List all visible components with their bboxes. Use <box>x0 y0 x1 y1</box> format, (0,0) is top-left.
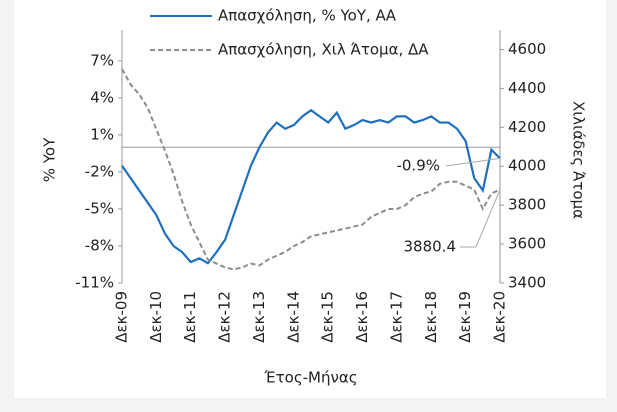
legend-label: Απασχόληση, % YoY, ΑΑ <box>218 7 397 25</box>
x-tick-label: Δεκ-16 <box>353 291 371 343</box>
x-tick-label: Δεκ-09 <box>113 291 131 343</box>
x-tick-label: Δεκ-17 <box>387 291 405 343</box>
y2-tick-label: 4400 <box>508 79 546 97</box>
y-tick-label: 1% <box>90 125 114 143</box>
x-tick-label: Δεκ-18 <box>422 291 440 343</box>
x-tick-label: Δεκ-20 <box>491 291 509 343</box>
x-tick-label: Δεκ-12 <box>216 291 234 343</box>
x-tick-label: Δεκ-13 <box>250 291 268 343</box>
y2-tick-label: 3600 <box>508 235 546 253</box>
y-tick-label: -2% <box>85 162 114 180</box>
x-tick-label: Δεκ-19 <box>456 291 474 343</box>
legend-label: Απασχόληση, Χιλ Άτομα, ΔΑ <box>218 41 429 59</box>
y2-tick-label: 3400 <box>508 274 546 292</box>
x-tick-label: Δεκ-10 <box>147 291 165 343</box>
annotation-leader <box>445 157 501 167</box>
series-line <box>121 108 501 265</box>
y-tick-label: 4% <box>90 88 114 106</box>
y2-tick-label: 4600 <box>508 40 546 58</box>
y2-tick-label: 3800 <box>508 196 546 214</box>
x-tick-label: Δεκ-11 <box>181 291 199 343</box>
y2-axis-label: Χιλιάδες Άτομα <box>570 101 588 219</box>
y-tick-label: -11% <box>75 274 114 292</box>
y-axis-label: % YoY <box>41 137 59 182</box>
annotation: 3880.4 <box>404 238 457 256</box>
annotation-leader <box>460 189 501 248</box>
annotation: -0.9% <box>396 157 440 175</box>
x-tick-label: Δεκ-15 <box>319 291 337 343</box>
x-tick-label: Δεκ-14 <box>284 291 302 343</box>
y-tick-label: -5% <box>85 199 114 217</box>
y2-tick-label: 4200 <box>508 118 546 136</box>
panel <box>14 0 606 398</box>
y-tick-label: -8% <box>85 236 114 254</box>
y2-tick-label: 4000 <box>508 157 546 175</box>
series-line <box>121 68 501 271</box>
y-tick-label: 7% <box>90 51 114 69</box>
x-axis-label: Έτος-Μήνας <box>263 369 357 387</box>
